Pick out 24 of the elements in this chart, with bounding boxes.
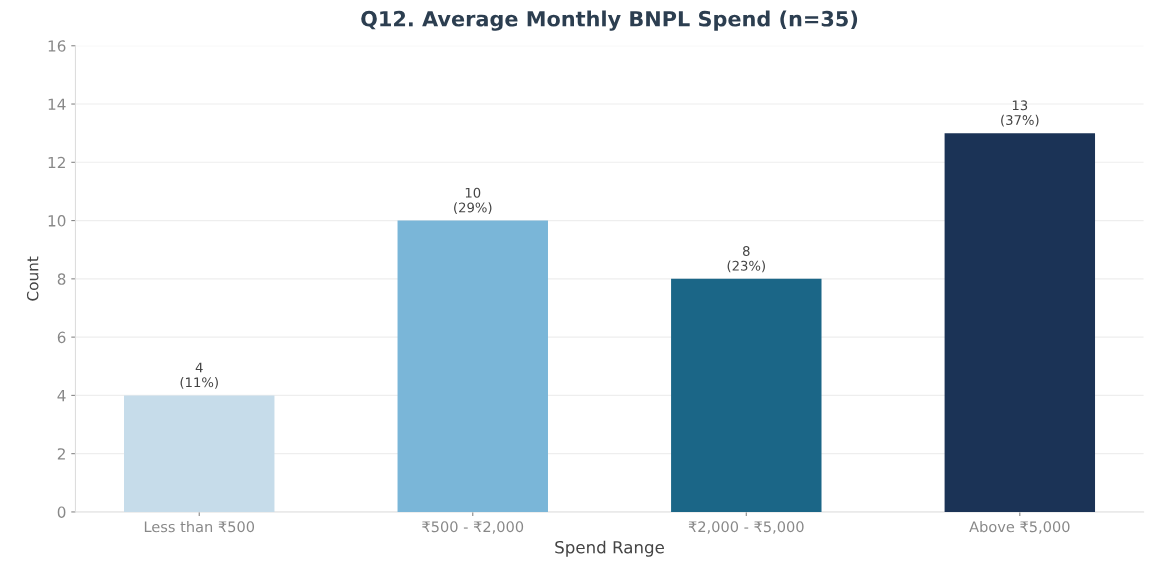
- bar: [397, 220, 548, 512]
- y-axis-title: Count: [26, 256, 39, 301]
- y-tick-label: 8: [57, 273, 66, 285]
- x-tick-label: ₹500 - ₹2,000: [422, 521, 524, 534]
- bar: [124, 395, 275, 512]
- bar: [944, 133, 1096, 512]
- y-tick-label: 2: [57, 448, 65, 460]
- x-tick-label: ₹2,000 - ₹5,000: [688, 521, 804, 534]
- chart-title: Q12. Average Monthly BNPL Spend (n=35): [361, 10, 858, 31]
- data-label: 8 (23%): [727, 245, 765, 273]
- x-tick-label: Above ₹5,000: [969, 520, 1070, 534]
- y-tick-label: 14: [48, 98, 66, 110]
- y-tick-label: 10: [48, 215, 66, 227]
- x-axis-title: Spend Range: [555, 540, 664, 557]
- data-label: 13 (37%): [1001, 100, 1039, 127]
- y-tick-label: 12: [48, 156, 65, 169]
- y-tick-label: 4: [57, 390, 66, 402]
- y-tick-label: 6: [57, 331, 66, 344]
- data-label: 4 (11%): [180, 362, 218, 389]
- y-tick-label: 0: [57, 506, 66, 518]
- y-tick-label: 16: [48, 40, 66, 52]
- data-label: 10 (29%): [454, 187, 492, 215]
- bar: [671, 278, 822, 512]
- x-tick-label: Less than ₹500: [144, 520, 255, 533]
